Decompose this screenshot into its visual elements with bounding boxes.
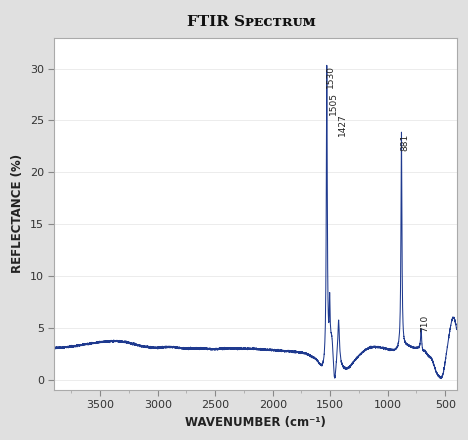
Text: Sᴘᴇᴄᴛʀᴜᴍ: Sᴘᴇᴄᴛʀᴜᴍ: [234, 15, 316, 29]
Y-axis label: REFLECTANCE (%): REFLECTANCE (%): [11, 154, 24, 273]
Text: 710: 710: [420, 314, 429, 331]
Text: FTIR: FTIR: [187, 15, 234, 29]
Text: 1530: 1530: [326, 66, 335, 88]
X-axis label: WAVENUMBER (cm⁻¹): WAVENUMBER (cm⁻¹): [185, 416, 326, 429]
Text: 1505: 1505: [329, 92, 337, 115]
Text: 881: 881: [401, 134, 410, 151]
Text: 1427: 1427: [338, 113, 347, 136]
